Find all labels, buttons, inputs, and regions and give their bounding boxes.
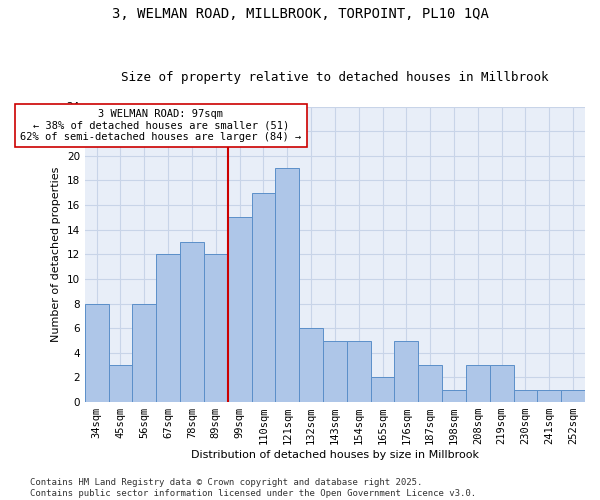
Bar	[109, 365, 133, 402]
Bar	[418, 365, 442, 402]
Bar	[251, 192, 275, 402]
Bar	[299, 328, 323, 402]
Bar	[323, 340, 347, 402]
Bar	[227, 218, 251, 402]
Bar	[394, 340, 418, 402]
Bar	[133, 304, 156, 402]
Bar	[561, 390, 585, 402]
Bar	[180, 242, 204, 402]
Bar	[466, 365, 490, 402]
Text: Contains HM Land Registry data © Crown copyright and database right 2025.
Contai: Contains HM Land Registry data © Crown c…	[30, 478, 476, 498]
Bar	[538, 390, 561, 402]
Title: Size of property relative to detached houses in Millbrook: Size of property relative to detached ho…	[121, 72, 548, 85]
Bar	[442, 390, 466, 402]
Bar	[490, 365, 514, 402]
Text: 3, WELMAN ROAD, MILLBROOK, TORPOINT, PL10 1QA: 3, WELMAN ROAD, MILLBROOK, TORPOINT, PL1…	[112, 8, 488, 22]
X-axis label: Distribution of detached houses by size in Millbrook: Distribution of detached houses by size …	[191, 450, 479, 460]
Bar	[514, 390, 538, 402]
Bar	[156, 254, 180, 402]
Bar	[371, 378, 394, 402]
Bar	[85, 304, 109, 402]
Bar	[275, 168, 299, 402]
Bar	[347, 340, 371, 402]
Y-axis label: Number of detached properties: Number of detached properties	[51, 166, 61, 342]
Bar	[204, 254, 227, 402]
Text: 3 WELMAN ROAD: 97sqm
← 38% of detached houses are smaller (51)
62% of semi-detac: 3 WELMAN ROAD: 97sqm ← 38% of detached h…	[20, 109, 302, 142]
